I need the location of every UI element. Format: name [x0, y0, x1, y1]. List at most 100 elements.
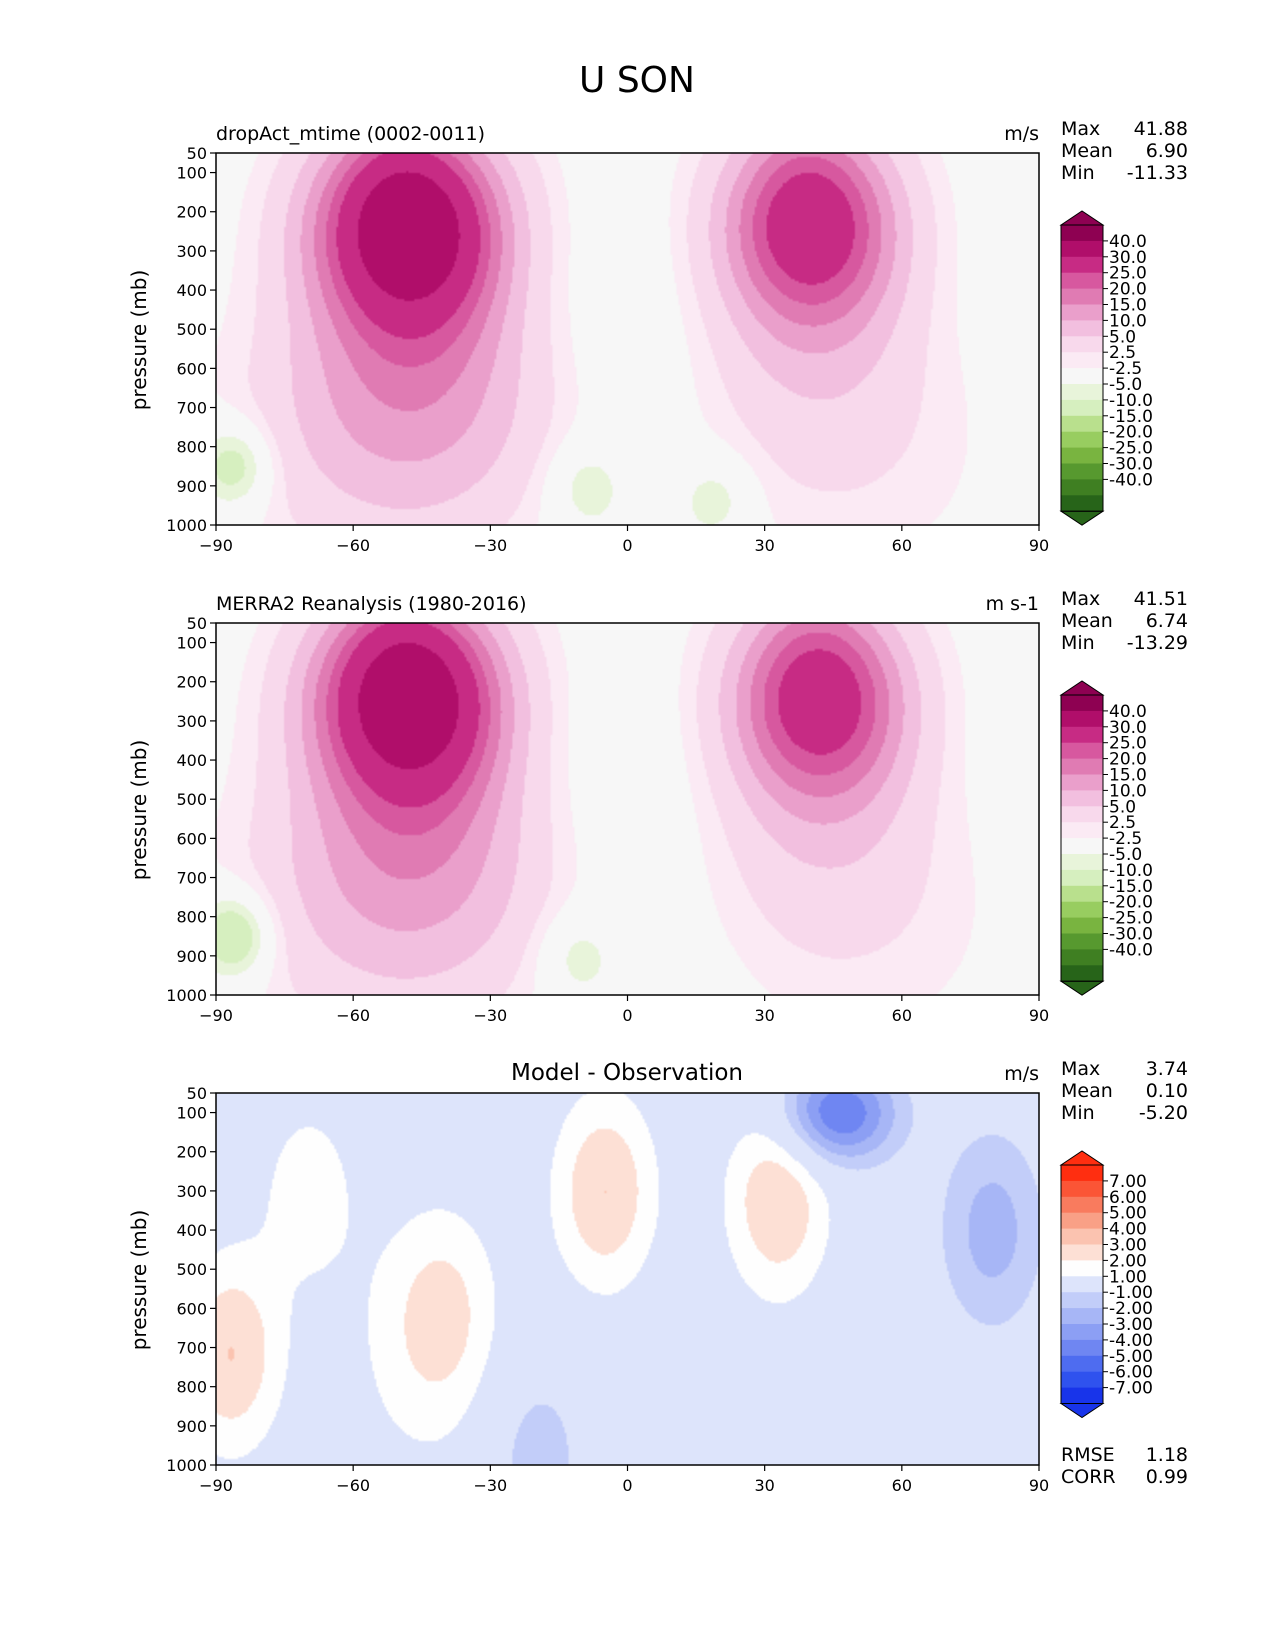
- x-tick-label: 30: [754, 1006, 774, 1025]
- colorbar-label: 4.00: [1109, 1220, 1147, 1240]
- colorbar-label: -30.0: [1109, 925, 1153, 945]
- colorbar-swatch: [1061, 838, 1103, 855]
- colorbar-swatch: [1061, 256, 1103, 274]
- colorbar-extend-top: [1059, 680, 1105, 696]
- y-tick-label: 600: [176, 1299, 207, 1318]
- y-tick-label: 600: [176, 359, 207, 378]
- x-tick-label: 30: [754, 1476, 774, 1495]
- colorbar-swatch: [1061, 1308, 1103, 1325]
- y-tick-label: 50: [187, 144, 207, 163]
- colorbar-swatch: [1061, 272, 1103, 290]
- panel-3-stat-min-label: Min: [1061, 1102, 1095, 1124]
- panel-2-stats: Max 41.51 Mean 6.74 Min -13.29: [1061, 588, 1188, 654]
- colorbar-swatch: [1061, 710, 1103, 728]
- y-tick-label: 900: [176, 947, 207, 966]
- colorbar-swatch: [1061, 384, 1103, 401]
- colorbar-swatch: [1061, 885, 1103, 903]
- colorbar-label: -5.0: [1109, 845, 1142, 865]
- panel-2-title: MERRA2 Reanalysis (1980-2016): [216, 593, 527, 615]
- colorbar-swatch: [1061, 917, 1103, 934]
- colorbar-swatch: [1061, 304, 1103, 321]
- colorbar-swatch: [1061, 1324, 1103, 1341]
- panel-1-colorbar: 40.030.025.020.015.010.05.02.5-2.5-5.0-1…: [1059, 210, 1153, 526]
- colorbar-label: 30.0: [1109, 718, 1147, 738]
- colorbar-label: -10.0: [1109, 391, 1153, 411]
- colorbar-swatch: [1061, 1260, 1103, 1277]
- colorbar-swatch: [1061, 854, 1103, 871]
- colorbar-swatch: [1061, 320, 1103, 337]
- panel-2-stat-max-value: 41.51: [1134, 588, 1188, 610]
- panel-1-stats: Max 41.88 Mean 6.90 Min -11.33: [1061, 118, 1188, 184]
- colorbar-frame: [1060, 1164, 1104, 1404]
- panel-2-stat-max-label: Max: [1061, 588, 1100, 610]
- y-tick-label: 400: [176, 281, 207, 300]
- colorbar-label: 5.0: [1109, 327, 1136, 347]
- colorbar-label: -5.0: [1109, 375, 1142, 395]
- x-tick-label: 0: [622, 1476, 632, 1495]
- colorbar-swatch: [1061, 288, 1103, 305]
- colorbar-swatch: [1061, 806, 1103, 823]
- panel-2: MERRA2 Reanalysis (1980-2016) m s-1 pres…: [127, 588, 1188, 1025]
- colorbar-label: -20.0: [1109, 423, 1153, 443]
- colorbar-label: 30.0: [1109, 248, 1147, 268]
- y-tick-label: 200: [176, 1143, 207, 1162]
- y-tick-label: 200: [176, 673, 207, 692]
- y-tick-label: 600: [176, 829, 207, 848]
- colorbar-swatch: [1061, 1212, 1103, 1230]
- colorbar-label: 25.0: [1109, 264, 1147, 284]
- colorbar-label: 2.5: [1109, 343, 1136, 363]
- y-tick-label: 500: [176, 790, 207, 809]
- panel-3-stat-corr-value: 0.99: [1146, 1466, 1188, 1488]
- panel-3-stat-rmse-value: 1.18: [1146, 1444, 1188, 1466]
- y-tick-label: 800: [176, 908, 207, 927]
- colorbar-swatch: [1061, 1276, 1103, 1293]
- colorbar-label: -4.00: [1109, 1331, 1153, 1351]
- colorbar-extend-bottom: [1059, 980, 1105, 996]
- figure-title: U SON: [579, 60, 695, 101]
- panel-1-xticks: −90 −60 −30 0 30 60 90: [199, 525, 1049, 555]
- colorbar-label: -2.5: [1109, 829, 1142, 849]
- colorbar-label: -15.0: [1109, 407, 1153, 427]
- panel-3-stat-mean-label: Mean: [1061, 1080, 1113, 1102]
- y-tick-label: 900: [176, 477, 207, 496]
- y-tick-label: 300: [176, 1182, 207, 1201]
- colorbar-swatch: [1061, 1165, 1103, 1182]
- colorbar-label: -2.5: [1109, 359, 1142, 379]
- panel-3-stat-mean-value: 0.10: [1146, 1080, 1188, 1102]
- panel-3-title: Model - Observation: [511, 1060, 743, 1086]
- colorbar-swatch: [1061, 774, 1103, 791]
- colorbar-swatch: [1061, 1387, 1103, 1404]
- x-tick-label: 0: [622, 536, 632, 555]
- y-tick-label: 500: [176, 1260, 207, 1279]
- colorbar-label: 5.0: [1109, 797, 1136, 817]
- colorbar-swatch: [1061, 1292, 1103, 1309]
- y-tick-label: 500: [176, 320, 207, 339]
- colorbar-swatch: [1061, 463, 1103, 480]
- colorbar-label: -10.0: [1109, 861, 1153, 881]
- y-tick-label: 100: [176, 1104, 207, 1123]
- colorbar-label: -40.0: [1109, 940, 1153, 960]
- colorbar-label: 10.0: [1109, 311, 1147, 331]
- x-tick-label: −90: [199, 1476, 233, 1495]
- y-tick-label: 400: [176, 1221, 207, 1240]
- panel-1-units: m/s: [1004, 123, 1039, 145]
- colorbar-swatch: [1061, 352, 1103, 369]
- colorbar-swatch: [1061, 965, 1103, 982]
- x-tick-label: −30: [473, 1006, 507, 1025]
- colorbar-label: 40.0: [1109, 232, 1147, 252]
- panel-1-stat-min-value: -11.33: [1127, 162, 1188, 184]
- y-tick-label: 900: [176, 1417, 207, 1436]
- colorbar-swatch: [1061, 869, 1103, 887]
- panel-3-contour-field: [216, 1093, 1039, 1465]
- x-tick-label: −30: [473, 536, 507, 555]
- panel-1-stat-max-label: Max: [1061, 118, 1100, 140]
- colorbar-label: -2.00: [1109, 1299, 1153, 1319]
- colorbar-label: 6.00: [1109, 1188, 1147, 1208]
- y-tick-label: 300: [176, 712, 207, 731]
- colorbar-label: -25.0: [1109, 439, 1153, 459]
- colorbar-label: -1.00: [1109, 1283, 1153, 1303]
- colorbar-label: -25.0: [1109, 909, 1153, 929]
- panel-1-stat-max-value: 41.88: [1134, 118, 1188, 140]
